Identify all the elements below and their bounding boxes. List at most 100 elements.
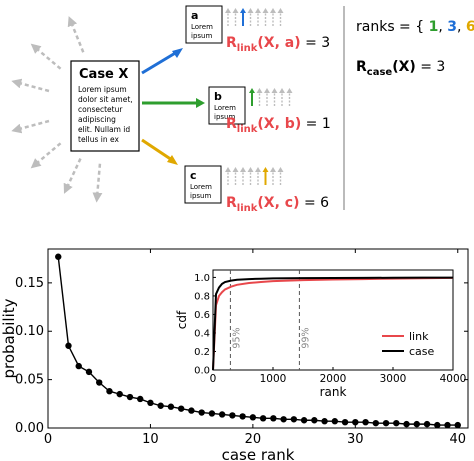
mini-arrow-head <box>256 88 263 93</box>
link-box-line: ipsum <box>190 192 211 200</box>
inset-x-tick-label: 4000 <box>440 373 467 385</box>
mini-arrow-head <box>225 167 231 172</box>
main-plot-frame <box>47 248 469 429</box>
rank-value-1: 1 <box>429 19 439 35</box>
rank-value-3: 6 <box>466 19 474 35</box>
probability-line <box>57 256 458 426</box>
mini-arrow-head <box>270 167 276 172</box>
inset-y-tick-label: 0.8 <box>194 291 210 302</box>
mini-arrow-head <box>262 8 269 13</box>
rank-value-2: 3 <box>447 19 457 35</box>
cdf-line-link <box>212 276 454 371</box>
y-tick-label: 0.10 <box>15 324 44 339</box>
x-tick-label: 0 <box>44 432 52 447</box>
data-point <box>177 405 185 412</box>
case-box-line: Lorem ipsum <box>78 85 127 94</box>
gray-arrow <box>30 43 62 70</box>
legend-label: case <box>409 345 435 358</box>
gray-arrow <box>92 163 103 203</box>
data-point <box>300 417 308 424</box>
link-box-line: ipsum <box>191 32 212 40</box>
data-point <box>116 390 123 398</box>
mini-arrow-head <box>277 8 284 13</box>
inset-y-tick-label: 1.0 <box>194 273 210 284</box>
data-point <box>96 379 103 386</box>
arrow-to-b-head <box>196 98 205 108</box>
mini-arrow-head <box>240 167 246 172</box>
link-box-line: Lorem <box>191 23 213 31</box>
link-box-letter: c <box>190 169 197 182</box>
link-box-frame <box>185 5 223 44</box>
data-point <box>259 415 267 422</box>
data-point <box>85 368 93 376</box>
data-point <box>280 416 287 423</box>
data-point <box>362 418 369 426</box>
rlink-label: Rlink(X, a) = 3 <box>226 35 330 54</box>
arrow-to-c <box>141 138 173 162</box>
y-axis-label: probability <box>0 298 18 378</box>
inset-chart: 0 1000 2000 3000 4000 0.0 0.2 0.4 0.6 0.8 1.0 rank c… <box>172 262 466 402</box>
y-tick-label: 0.00 <box>15 421 44 436</box>
mini-arrow-head <box>279 88 285 93</box>
inset-x-tick-label: 1000 <box>260 373 287 385</box>
x-tick-label: 20 <box>245 432 262 447</box>
y-tick-label: 0.05 <box>15 373 44 388</box>
link-box-letter: b <box>214 90 222 103</box>
data-point <box>188 407 195 414</box>
data-point <box>413 420 420 428</box>
data-point <box>229 412 236 419</box>
mini-arrow-head <box>255 8 261 13</box>
data-point <box>136 395 144 403</box>
case-box-line: consectetur <box>78 105 123 114</box>
data-point <box>270 415 277 422</box>
data-point <box>157 402 164 409</box>
data-point <box>126 393 134 401</box>
rcase-label: Rcase(X) = 3 <box>356 59 445 78</box>
inset-x-tick-label: 2000 <box>320 373 347 385</box>
case-box-line: adipiscing <box>78 115 116 124</box>
data-point <box>208 410 216 417</box>
data-point <box>403 420 410 428</box>
inset-x-tick-label: 3000 <box>380 373 407 385</box>
gray-arrow <box>30 142 62 169</box>
highlight-arrow-head <box>249 88 255 93</box>
data-point <box>167 403 175 410</box>
inset-y-axis-label: cdf <box>175 310 189 329</box>
mini-arrow-head <box>286 88 293 93</box>
inset-y-tick-label: 0.0 <box>194 366 210 377</box>
link-box-letter: a <box>191 9 198 22</box>
data-point <box>321 418 328 425</box>
case-box-line: elit. Nullam id <box>78 125 130 134</box>
outgoing-arrows <box>11 16 103 203</box>
link-box-line: Lorem <box>190 183 212 191</box>
link-box-frame <box>208 86 246 125</box>
case-box-title: Case X <box>79 67 128 82</box>
percentile-label: 99% <box>300 327 311 348</box>
data-point <box>239 413 246 420</box>
ranks-label: ranks = { 1, 3, 6 } <box>356 19 474 35</box>
data-point <box>249 414 257 421</box>
legend-label: link <box>409 330 429 343</box>
inset-x-tick-label: 0 <box>210 373 217 385</box>
mini-arrow-head <box>270 8 276 13</box>
data-point <box>434 421 441 429</box>
mini-arrow-head <box>264 88 270 93</box>
mini-arrow-head <box>271 88 278 93</box>
arrow-to-a-head <box>172 48 183 58</box>
data-point <box>341 418 349 426</box>
mini-arrow-head <box>232 8 239 13</box>
data-point <box>55 253 62 260</box>
gray-arrow <box>11 78 50 93</box>
highlight-arrow-head <box>262 167 269 172</box>
mini-arrow-head <box>232 167 239 172</box>
data-point <box>218 411 226 418</box>
rlink-label: Rlink(X, c) = 6 <box>226 195 329 214</box>
data-point <box>290 416 298 423</box>
data-point <box>382 419 390 427</box>
